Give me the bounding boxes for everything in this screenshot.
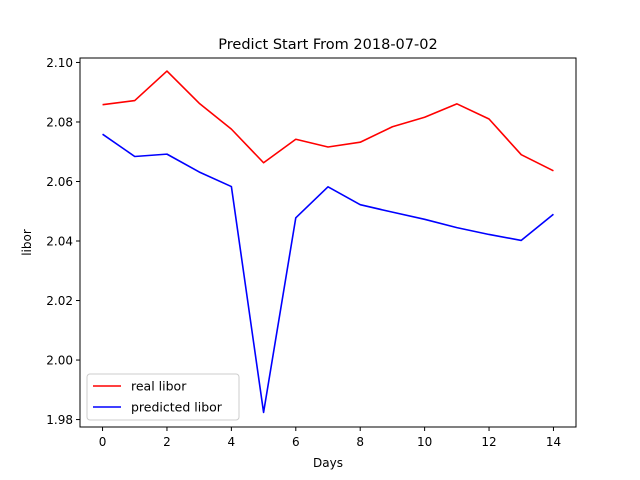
- y-tick-label: 2.04: [46, 235, 73, 249]
- x-tick-label: 10: [417, 435, 432, 449]
- x-tick-label: 0: [99, 435, 107, 449]
- x-tick-label: 14: [546, 435, 561, 449]
- legend-label-predicted-libor: predicted libor: [131, 400, 223, 415]
- plot-frame: [79, 57, 577, 428]
- y-tick-label: 2.06: [46, 175, 73, 189]
- chart-title: Predict Start From 2018-07-02: [218, 37, 437, 53]
- series-line-real-libor: [102, 70, 554, 172]
- y-tick-label: 2.00: [46, 354, 73, 368]
- x-tick-label: 12: [481, 435, 496, 449]
- y-tick-label: 2.10: [46, 56, 73, 70]
- y-tick-label: 2.08: [46, 115, 73, 129]
- y-tick-label: 2.02: [46, 294, 73, 308]
- series-layer: [102, 70, 554, 414]
- y-tick-label: 1.98: [46, 413, 73, 427]
- x-tick-label: 4: [228, 435, 236, 449]
- legend: real libor predicted libor: [86, 373, 240, 421]
- legend-label-real-libor: real libor: [131, 379, 187, 394]
- x-axis-label: Days: [313, 456, 343, 470]
- y-axis-label: libor: [20, 229, 34, 256]
- ticks-layer: 0 2 4 6 8 10 12 14 1.98 2.00 2.02 2.04 2.06 2.08 2.10: [46, 56, 561, 449]
- x-tick-label: 6: [292, 435, 300, 449]
- legend-box: [86, 373, 240, 421]
- x-tick-label: 2: [163, 435, 171, 449]
- x-tick-label: 8: [356, 435, 364, 449]
- series-line-predicted-libor: [102, 133, 554, 414]
